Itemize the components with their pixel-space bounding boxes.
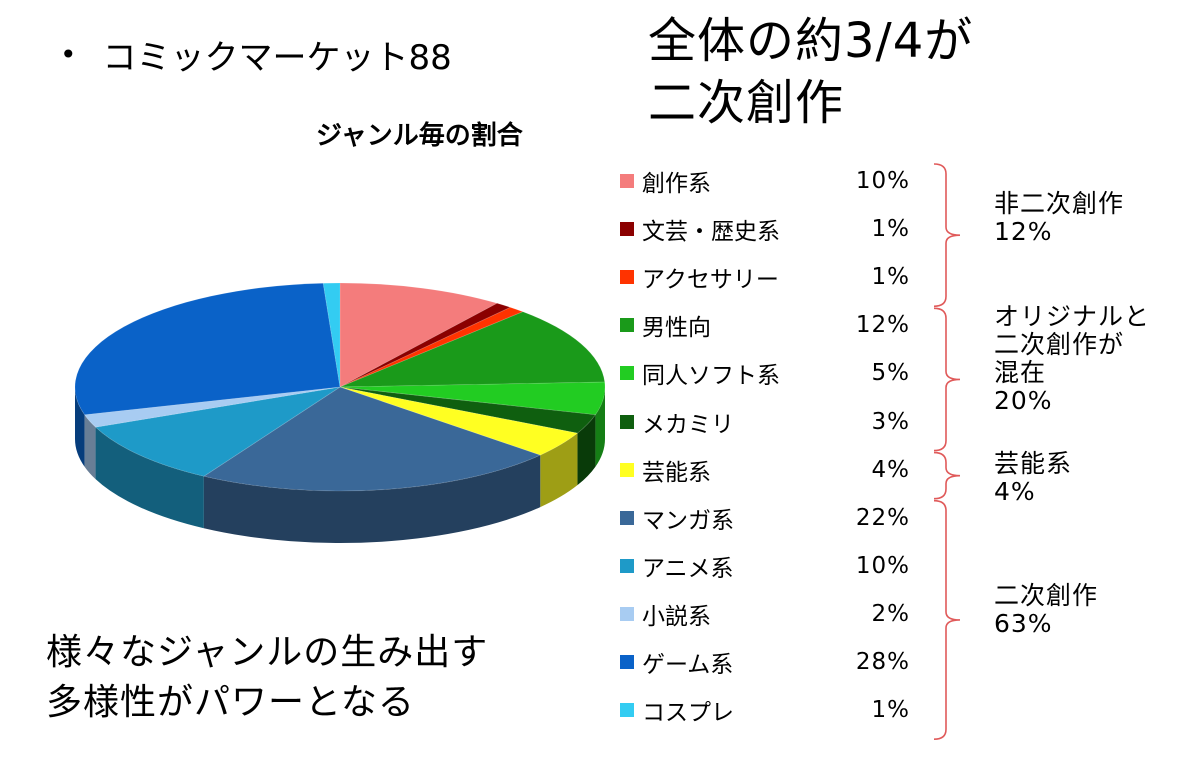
tagline: 様々なジャンルの生み出す 多様性がパワーとなる [46, 628, 488, 728]
legend-item: アクセサリー 1% [620, 262, 910, 294]
pie-slice-10 [74, 282, 341, 416]
pie-side-10 [75, 387, 85, 467]
headline: 全体の約3/4が 二次創作 [648, 10, 973, 134]
pie-slice-6 [339, 386, 579, 456]
group-label-line: オリジナルと [994, 302, 1151, 331]
legend-swatch [620, 462, 634, 477]
pie-slice-9 [83, 386, 341, 428]
legend-value: 1% [871, 216, 910, 243]
legend-label: ゲーム系 [642, 652, 734, 678]
legend-label: アニメ系 [642, 555, 734, 582]
pie-slice-0 [339, 282, 499, 388]
legend-value: 1% [871, 264, 910, 291]
group-label-line: 20% [994, 386, 1053, 415]
group-label-line: 二次創作 [994, 581, 1099, 610]
group-bracket [933, 451, 961, 500]
legend-value: 3% [871, 408, 910, 435]
pie-slice-1 [339, 302, 512, 388]
pie-slice-8 [94, 386, 341, 477]
pie-side-9 [84, 414, 96, 480]
legend-label: マンガ系 [642, 507, 734, 534]
pie-side-7 [203, 455, 541, 543]
legend-item: 男性向 12% [620, 310, 910, 342]
legend-value: 1% [871, 697, 910, 724]
legend-item: アニメ系 10% [620, 551, 910, 582]
legend-value: 4% [871, 456, 910, 483]
legend-item: 創作系 10% [620, 166, 910, 197]
group-label-line: 二次創作が [994, 330, 1125, 359]
group-label-line: 混在 [994, 358, 1047, 387]
legend-label: アクセサリー [642, 267, 779, 294]
legend-swatch [620, 558, 634, 573]
pie-slice-7 [202, 386, 542, 492]
bullet-dot: • [60, 38, 77, 71]
legend-item: 芸能系 4% [620, 455, 910, 486]
legend-label: 男性向 [642, 315, 711, 342]
legend-swatch [620, 606, 634, 621]
group-label: オリジナルと 二次創作が 混在 20% [994, 303, 1150, 415]
pie-side-4 [595, 387, 605, 467]
legend-swatch [620, 174, 634, 188]
legend-swatch [620, 414, 634, 429]
pie-slice-5 [339, 386, 597, 434]
group-label-line: 12% [994, 217, 1053, 246]
legend-value: 22% [855, 504, 910, 531]
legend-swatch [620, 318, 634, 333]
pie-slice-4 [339, 381, 606, 416]
legend-item: 同人ソフト系 5% [620, 358, 910, 390]
chart-title: ジャンル毎の割合 [316, 121, 523, 151]
tagline-line-2: 多様性がパワーとなる [46, 682, 415, 723]
pie-slice-11 [322, 282, 341, 388]
legend-item: ゲーム系 28% [620, 647, 910, 678]
pie-chart [74, 282, 606, 543]
legend-label: 小説系 [642, 603, 711, 630]
group-label-line: 芸能系 [994, 449, 1073, 478]
legend-label: コスプレ [642, 700, 734, 727]
group-bracket [933, 499, 961, 740]
legend-swatch [620, 510, 634, 525]
legend-value: 12% [855, 312, 910, 339]
pie-slice-3 [339, 311, 606, 388]
legend-swatch [620, 703, 634, 718]
legend-item: 文芸・歴史系 1% [620, 214, 910, 246]
group-label: 非二次創作 12% [994, 190, 1124, 246]
headline-line-1: 全体の約3/4が [648, 13, 974, 69]
headline-line-2: 二次創作 [648, 75, 845, 131]
pie-side-5 [577, 414, 596, 486]
legend-value: 10% [855, 168, 910, 194]
group-bracket [933, 163, 961, 308]
legend-label: 芸能系 [642, 459, 711, 486]
legend-value: 28% [855, 649, 910, 675]
group-label-line: 4% [994, 477, 1036, 506]
legend-swatch [620, 655, 634, 669]
legend-label: 文芸・歴史系 [642, 219, 780, 246]
legend-item: 小説系 2% [620, 599, 910, 630]
legend-item: マンガ系 22% [620, 503, 910, 534]
pie-side-6 [540, 433, 578, 508]
legend-label: 同人ソフト系 [642, 363, 780, 390]
pie-side-8 [95, 427, 204, 529]
legend-item: メカミリ 3% [620, 407, 910, 438]
group-label: 芸能系 4% [994, 450, 1072, 506]
legend-label: 創作系 [642, 171, 711, 197]
group-label: 二次創作 63% [994, 582, 1098, 638]
event-name: コミックマーケット88 [102, 38, 452, 78]
legend-value: 2% [871, 600, 910, 627]
legend-swatch [620, 222, 634, 237]
tagline-line-1: 様々なジャンルの生み出す [46, 632, 489, 673]
pie-slice-2 [339, 306, 524, 388]
legend-value: 5% [871, 360, 910, 387]
group-label-line: 非二次創作 [994, 189, 1125, 218]
legend-value: 10% [855, 552, 910, 579]
group-label-line: 63% [994, 609, 1053, 638]
legend-label: メカミリ [642, 411, 734, 438]
group-bracket [933, 307, 961, 452]
legend-swatch [620, 270, 634, 285]
slide-bullet-title: • コミックマーケット88 [60, 30, 452, 79]
legend-swatch [620, 366, 634, 381]
legend-item: コスプレ 1% [620, 695, 910, 727]
